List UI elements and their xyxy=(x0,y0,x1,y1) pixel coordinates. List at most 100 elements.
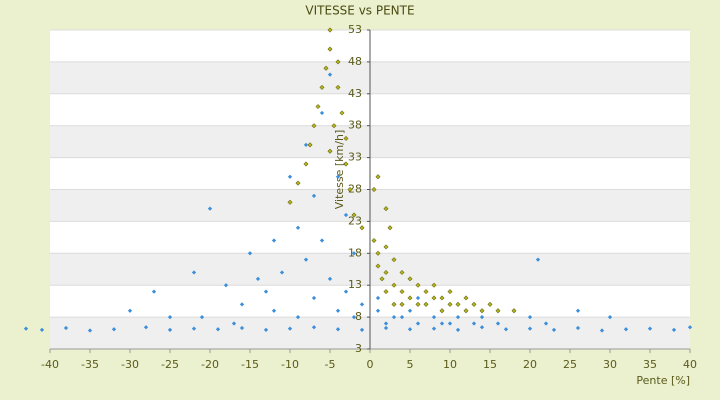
point xyxy=(623,327,629,332)
point xyxy=(383,325,389,331)
point xyxy=(307,142,313,148)
point xyxy=(223,283,229,288)
point xyxy=(343,161,349,167)
y-tick-label: 33 xyxy=(348,151,362,164)
point xyxy=(303,142,309,147)
point xyxy=(511,308,517,314)
point xyxy=(415,282,421,288)
y-tick-label: 53 xyxy=(348,23,362,36)
point xyxy=(335,327,341,332)
point xyxy=(339,110,345,116)
point xyxy=(23,326,29,331)
y-axis-title: Vitesse [km/h] xyxy=(333,130,346,210)
point xyxy=(315,104,321,110)
point xyxy=(495,308,501,314)
point xyxy=(607,314,613,320)
point xyxy=(391,257,397,263)
point xyxy=(439,308,445,314)
point xyxy=(375,174,381,180)
point xyxy=(599,328,605,333)
point xyxy=(527,326,533,331)
point xyxy=(335,174,341,179)
point xyxy=(535,257,541,262)
point xyxy=(471,301,477,307)
point xyxy=(383,289,389,295)
x-tick-label: 15 xyxy=(483,358,497,371)
point xyxy=(351,251,357,256)
point xyxy=(375,295,381,301)
point xyxy=(335,308,341,313)
x-tick-label: 20 xyxy=(523,358,537,371)
point xyxy=(423,289,429,295)
point xyxy=(303,161,309,167)
point xyxy=(479,325,485,330)
point xyxy=(215,327,221,332)
point xyxy=(431,282,437,288)
point xyxy=(471,321,477,326)
point xyxy=(431,314,437,320)
point xyxy=(455,301,461,307)
point xyxy=(551,327,557,332)
point xyxy=(271,308,277,313)
point xyxy=(495,321,501,326)
point xyxy=(335,84,341,90)
point xyxy=(447,321,453,326)
point xyxy=(407,276,413,282)
point xyxy=(127,308,133,313)
point xyxy=(439,295,445,301)
point xyxy=(415,301,421,307)
point xyxy=(647,326,653,331)
point xyxy=(359,327,365,332)
x-tick-label: 25 xyxy=(563,358,577,371)
point xyxy=(503,327,509,332)
point xyxy=(375,263,381,269)
point xyxy=(407,308,413,313)
y-tick-label: 23 xyxy=(348,214,362,227)
point xyxy=(263,327,269,332)
point xyxy=(231,321,237,326)
point xyxy=(327,46,333,52)
point xyxy=(415,321,421,326)
x-tick-label: 30 xyxy=(603,358,617,371)
point xyxy=(407,295,413,301)
point xyxy=(407,327,413,332)
point xyxy=(199,314,205,320)
point xyxy=(287,174,293,179)
point xyxy=(391,282,397,288)
point xyxy=(263,289,269,294)
point xyxy=(327,27,333,33)
x-tick-label: -25 xyxy=(161,358,179,371)
point xyxy=(447,289,453,295)
point xyxy=(319,84,325,90)
point xyxy=(311,123,317,129)
point xyxy=(447,301,453,307)
x-tick-label: 35 xyxy=(643,358,657,371)
point xyxy=(343,289,349,294)
point xyxy=(271,238,277,243)
point xyxy=(331,123,337,129)
point xyxy=(167,327,173,332)
point xyxy=(415,295,421,301)
point xyxy=(455,327,461,332)
x-tick-label: -15 xyxy=(241,358,259,371)
point xyxy=(335,59,341,65)
point xyxy=(295,180,301,186)
point xyxy=(303,257,309,262)
x-tick-label: -35 xyxy=(81,358,99,371)
point xyxy=(359,302,365,307)
point xyxy=(391,301,397,307)
point xyxy=(311,193,317,199)
point xyxy=(527,314,533,320)
point xyxy=(375,308,381,313)
point xyxy=(399,301,405,307)
x-tick-label: 5 xyxy=(407,358,414,371)
point xyxy=(479,314,485,320)
point xyxy=(375,250,381,256)
point xyxy=(399,269,405,275)
point xyxy=(151,289,157,294)
point xyxy=(359,225,365,231)
point xyxy=(439,321,445,326)
point xyxy=(167,314,173,320)
x-tick-label: 0 xyxy=(367,358,374,371)
y-tick-label: 43 xyxy=(348,87,362,100)
